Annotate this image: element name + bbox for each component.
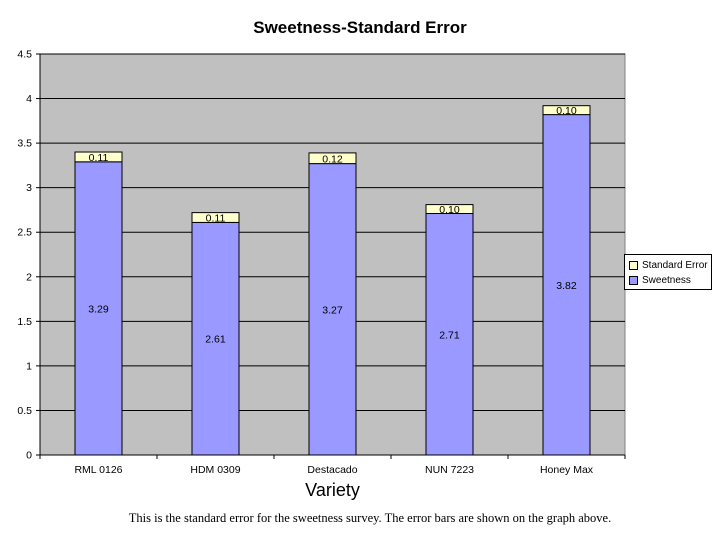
y-tick-label: 1 [26, 360, 32, 372]
bar-standard-error [425, 204, 474, 215]
legend-label-sweetness: Sweetness [642, 275, 691, 286]
data-label: 0.11 [89, 152, 109, 164]
caption: This is the standard error for the sweet… [128, 511, 612, 525]
y-tick-label: 2 [26, 271, 32, 283]
legend-swatch-sweetness [629, 276, 638, 285]
data-label: 3.29 [88, 303, 109, 315]
x-tick-label: NUN 7223 [425, 464, 474, 476]
y-tick-label: 0.5 [17, 405, 32, 417]
bar-sweetness [191, 221, 240, 456]
y-tick-label: 3 [26, 182, 32, 194]
y-tick-label: 4 [26, 93, 32, 105]
bar-sweetness [74, 161, 123, 456]
axes: 0 0.5 1 1.5 2 2.5 3 3.5 4 4.5 RML 0126 HDM 0309 Dest… [17, 49, 626, 476]
data-label: 0.10 [556, 105, 577, 117]
x-tick-label: Destacado [307, 464, 357, 476]
y-tick-label: 1.5 [17, 316, 32, 328]
bars: 3.29 0.11 2.61 0.11 3.27 0.12 2.71 0.10 3.82 0.10 [74, 105, 591, 456]
y-tick-label: 3.5 [17, 138, 32, 150]
data-label: 2.61 [205, 334, 226, 346]
legend: Standard Error Sweetness [624, 254, 712, 290]
legend-item-standard-error: Standard Error [629, 258, 711, 273]
bar-standard-error [542, 105, 591, 116]
data-label: 3.27 [322, 304, 343, 316]
data-label: 2.71 [439, 329, 460, 341]
bar-standard-error [74, 151, 123, 163]
x-tick-label: HDM 0309 [190, 464, 240, 476]
x-tick-label: RML 0126 [74, 464, 122, 476]
y-tick-label: 0 [26, 450, 32, 462]
y-tick-label: 2.5 [17, 227, 32, 239]
data-label: 0.10 [439, 204, 460, 216]
x-tick-label: Honey Max [540, 464, 594, 476]
legend-item-sweetness: Sweetness [629, 273, 711, 288]
legend-label-standard-error: Standard Error [642, 260, 708, 271]
y-tick-label: 4.5 [17, 49, 32, 61]
bar-standard-error [191, 212, 240, 223]
data-label: 3.82 [556, 280, 577, 292]
x-axis-title: Variety [305, 480, 360, 500]
bar-standard-error [308, 152, 357, 165]
data-label: 0.11 [206, 213, 226, 225]
legend-swatch-standard-error [629, 261, 638, 270]
chart-title: Sweetness-Standard Error [253, 18, 467, 37]
data-label: 0.12 [322, 153, 343, 165]
